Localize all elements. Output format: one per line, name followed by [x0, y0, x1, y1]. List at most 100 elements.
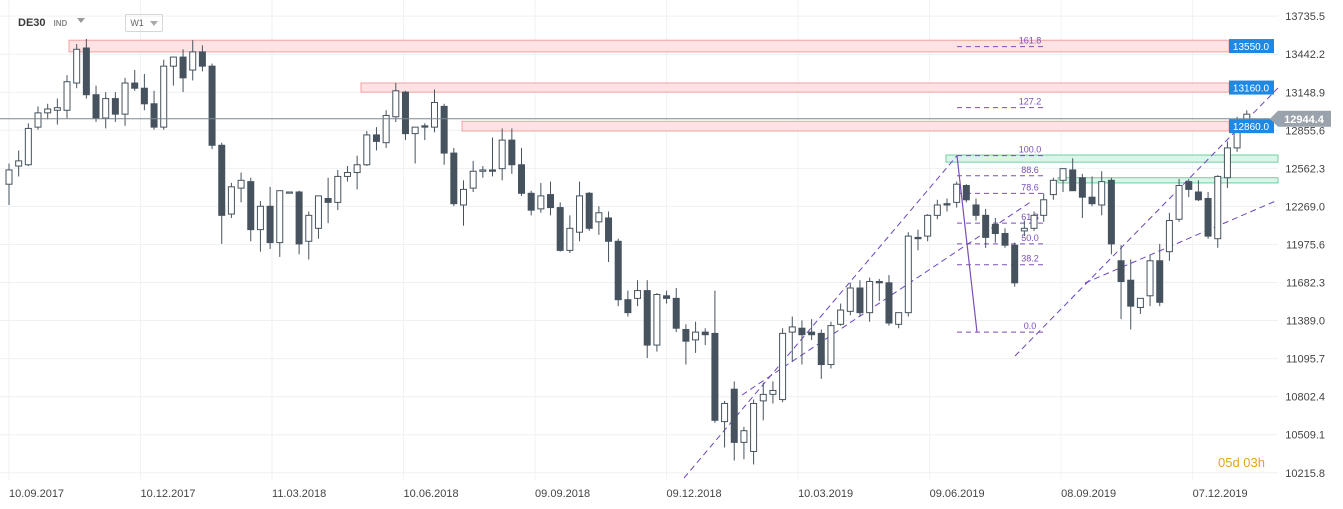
candle-bear [585, 192, 593, 229]
candle-bear [82, 47, 90, 96]
symbol-dropdown-icon[interactable] [77, 17, 86, 23]
candle-bull [411, 126, 419, 135]
x-axis: 10.09.2017 10.12.2017 11.03.2018 10.06.2018… [9, 488, 1248, 500]
candle-bear [663, 295, 671, 299]
y-tick-label: 13442.2 [1285, 49, 1325, 61]
level-price-tag [1229, 119, 1274, 134]
candle-bear [711, 332, 719, 421]
fib-level-label: 0.0 [1024, 321, 1037, 331]
support-zone [1057, 177, 1279, 184]
candle-bull [1020, 227, 1028, 232]
candle-bull [15, 160, 23, 167]
candle-bull [866, 281, 874, 314]
y-tick-label: 11389.0 [1286, 316, 1325, 328]
candle-bull [933, 204, 941, 216]
timeframe-select[interactable]: W1 [125, 14, 163, 32]
fib-anchor-line [956, 155, 978, 333]
channel-line-mid [1084, 199, 1279, 284]
level-price-label: 13160.0 [1233, 84, 1270, 95]
y-tick-label: 13735.5 [1285, 11, 1325, 23]
candle-bear [150, 103, 158, 128]
resistance-zone [461, 120, 1230, 132]
candle-bull [276, 190, 284, 244]
candle-bull [953, 183, 961, 203]
candle-bear [508, 139, 516, 166]
candle-bull [837, 309, 845, 325]
level-price-label: 12860.0 [1233, 122, 1270, 133]
candle-bull [721, 402, 729, 423]
channel-line-lower-1 [683, 155, 958, 479]
candle-bull [769, 389, 777, 395]
candle-bull [256, 205, 264, 231]
candle-timer: 05d 03h [1218, 455, 1265, 470]
candle-bear [92, 94, 100, 119]
candle-bear [643, 290, 651, 346]
x-tick-label: 09.06.2019 [930, 488, 985, 500]
x-tick-label: 09.12.2018 [667, 488, 722, 500]
fib-level-label: 78.6 [1021, 182, 1039, 192]
candle-bull [353, 164, 361, 174]
resistance-zone [360, 82, 1230, 93]
x-tick-label: 10.03.2019 [798, 488, 853, 500]
candle-bear [440, 105, 448, 154]
symbol-name[interactable]: DE30 [18, 17, 46, 29]
candle-bull [363, 134, 371, 166]
candle-bull [1040, 199, 1048, 216]
candle-bull [1146, 260, 1154, 297]
candle-bear [817, 332, 825, 366]
candle-bear [798, 327, 806, 336]
candle-bull [169, 56, 177, 67]
candle-bear [140, 87, 148, 105]
candle-bear [808, 331, 816, 336]
candle-bear [972, 204, 980, 216]
candle-bull [1175, 185, 1183, 220]
candle-bear [208, 65, 216, 146]
candle-bear [266, 205, 274, 244]
x-tick-label: 08.09.2019 [1061, 488, 1116, 500]
y-tick-label: 10215.8 [1285, 468, 1325, 480]
x-tick-label: 09.09.2018 [535, 488, 590, 500]
price-tags: 13550.0 13160.0 12860.0 12944.4 [1229, 39, 1331, 134]
current-price-tag [1270, 110, 1331, 127]
fib-level-label: 127.2 [1019, 97, 1042, 107]
candle-bull [314, 195, 322, 229]
y-axis: 13735.5 13442.2 13148.9 12855.6 12562.3 12269… [1285, 11, 1325, 480]
candle-bull [498, 139, 506, 170]
candle-bull [5, 169, 13, 185]
candle-bear [1117, 260, 1125, 283]
x-tick-label: 10.09.2017 [9, 488, 64, 500]
candle-bull [1049, 179, 1057, 196]
candle-bear [1156, 260, 1164, 303]
candle-bear [1078, 177, 1086, 198]
candle-bear [885, 282, 893, 324]
fib-level-label: 161.8 [1019, 36, 1042, 46]
candle-bull [846, 287, 854, 312]
candle-bear [614, 240, 622, 301]
candle-bear [247, 181, 255, 231]
candle-bear [198, 51, 206, 67]
candle-bear [982, 214, 990, 238]
y-tick-label: 12562.3 [1285, 163, 1325, 175]
candle-bear [943, 203, 951, 206]
candle-bull [653, 293, 661, 346]
candle-bull [750, 402, 758, 452]
candle-bear [421, 125, 429, 128]
candle-bear [1001, 233, 1009, 246]
candle-bear [682, 329, 690, 342]
candle-bull [634, 290, 642, 299]
candle-bear [401, 91, 409, 135]
x-tick-label: 07.12.2019 [1193, 488, 1248, 500]
fib-level-label: 61.8 [1021, 212, 1039, 222]
candle-bull [469, 170, 477, 189]
candle-bull [740, 430, 748, 443]
candle-bull [895, 312, 903, 325]
candle-bull [827, 325, 835, 366]
candle-bear [1185, 181, 1193, 190]
candle-bull [305, 214, 313, 242]
candle-bull [392, 90, 400, 118]
candle-bear [527, 192, 535, 211]
candle-bull [692, 331, 700, 341]
candle-bull [1214, 175, 1222, 240]
